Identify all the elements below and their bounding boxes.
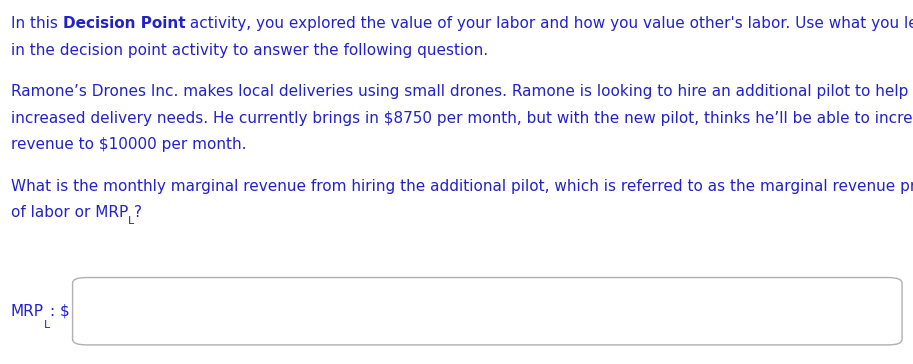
Text: Ramone’s Drones Inc. makes local deliveries using small drones. Ramone is lookin: Ramone’s Drones Inc. makes local deliver… <box>11 84 913 99</box>
Text: L: L <box>128 216 134 226</box>
Text: revenue to $10000 per month.: revenue to $10000 per month. <box>11 137 247 152</box>
Text: activity, you explored the value of your labor and how you value other's labor. : activity, you explored the value of your… <box>185 16 913 31</box>
Text: L: L <box>44 320 50 330</box>
Text: ?: ? <box>134 205 142 220</box>
Text: In this: In this <box>11 16 63 31</box>
Text: Decision Point: Decision Point <box>63 16 185 31</box>
Text: increased delivery needs. He currently brings in $8750 per month, but with the n: increased delivery needs. He currently b… <box>11 111 913 126</box>
Text: What is the monthly marginal revenue from hiring the additional pilot, which is : What is the monthly marginal revenue fro… <box>11 179 913 194</box>
FancyBboxPatch shape <box>72 277 902 345</box>
Text: : $: : $ <box>50 304 69 319</box>
Text: MRP: MRP <box>11 304 44 319</box>
Text: of labor or MRP: of labor or MRP <box>11 205 128 220</box>
Text: in the decision point activity to answer the following question.: in the decision point activity to answer… <box>11 43 488 58</box>
